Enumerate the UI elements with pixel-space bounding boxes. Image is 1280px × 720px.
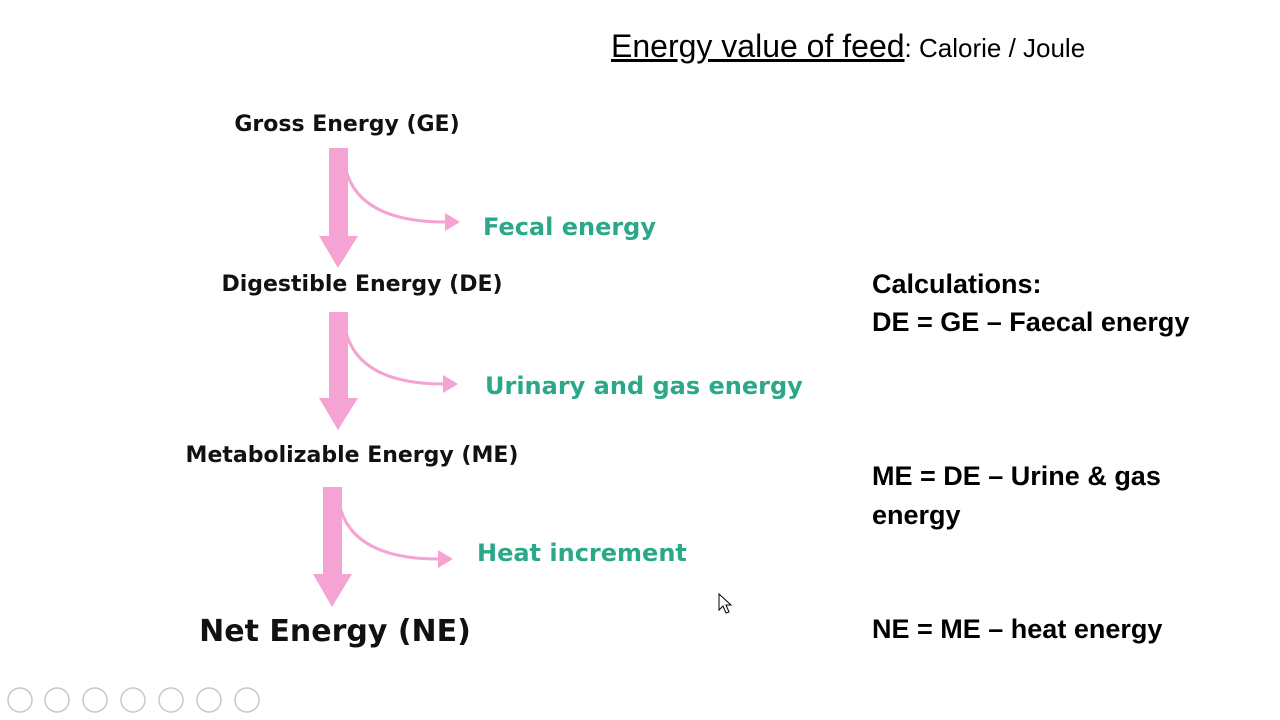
mouse-cursor — [718, 592, 733, 614]
stage-label: Gross Energy (GE) — [234, 112, 460, 137]
calculation-line: DE = GE – Faecal energy — [872, 307, 1190, 337]
down-arrow — [329, 312, 348, 402]
loss-label: Fecal energy — [483, 213, 657, 241]
side-arrow-head — [443, 375, 458, 393]
calculation-line: ME = DE – Urine & gas energy — [872, 461, 1161, 530]
stage-label: Metabolizable Energy (ME) — [185, 443, 519, 468]
slide-title: Energy value of feed: Calorie / Joule — [611, 30, 1085, 62]
down-arrow-head — [319, 398, 358, 430]
pen-button[interactable] — [82, 687, 108, 713]
down-arrow-head — [319, 236, 358, 268]
stage-label: Net Energy (NE) — [199, 614, 471, 649]
side-arrow-head — [445, 213, 460, 231]
loss-label: Urinary and gas energy — [485, 372, 803, 400]
slideshow-toolbar — [7, 687, 260, 713]
down-arrow — [329, 148, 348, 240]
side-arrow — [336, 496, 440, 561]
side-arrow — [342, 159, 447, 224]
stage-label: Digestible Energy (DE) — [221, 272, 503, 297]
down-arrow-head — [313, 574, 352, 607]
previous-button[interactable] — [7, 687, 33, 713]
side-arrow-head — [438, 550, 453, 568]
title-rest: : Calorie / Joule — [904, 33, 1086, 63]
calculations-heading: Calculations: — [872, 269, 1042, 299]
next-button[interactable] — [44, 687, 70, 713]
side-arrow — [342, 321, 445, 386]
subtitles-button[interactable] — [196, 687, 222, 713]
down-arrow — [323, 487, 342, 577]
more-button[interactable] — [234, 687, 260, 713]
slides-button[interactable] — [120, 687, 146, 713]
title-main: Energy value of feed — [611, 28, 905, 64]
loss-label: Heat increment — [477, 539, 687, 567]
zoom-button[interactable] — [158, 687, 184, 713]
calculation-line: NE = ME – heat energy — [872, 614, 1163, 644]
